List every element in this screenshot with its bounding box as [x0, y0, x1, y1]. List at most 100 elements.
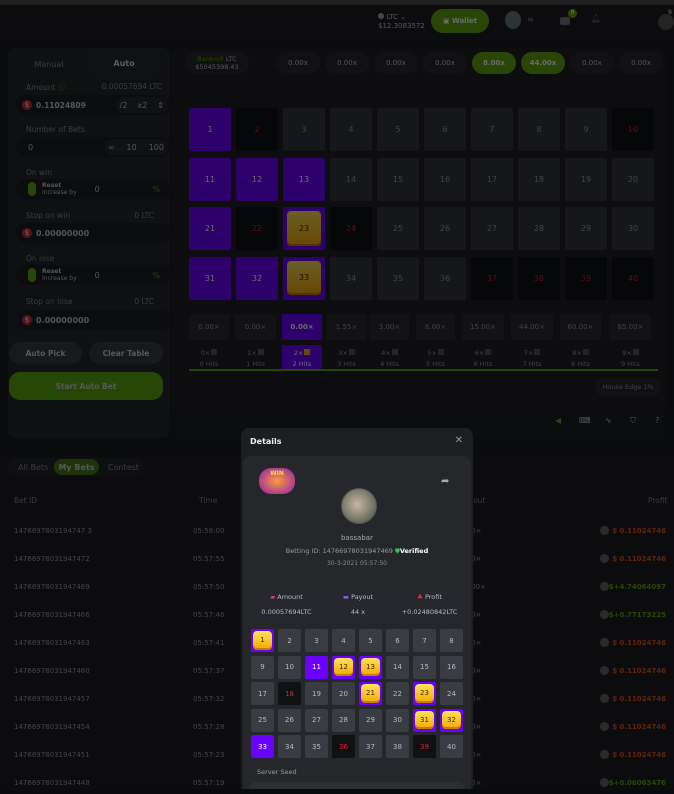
bet-settings-panel: Manual Auto Amount ⓘ 0.00057694 LTC $0.1… [8, 48, 170, 438]
number-tile[interactable]: 14 [330, 157, 372, 201]
payout-multiplier: 60.00× [560, 314, 601, 340]
number-tile[interactable]: 8 [518, 108, 560, 151]
auto-pick-button[interactable]: Auto Pick [9, 342, 82, 364]
number-tile[interactable]: 10 [612, 108, 654, 151]
number-tile[interactable]: 39 [565, 256, 607, 300]
tab-all-bets[interactable]: All Bets [18, 463, 49, 472]
balance-selector[interactable]: LTC ⌄ $12.3083572 [378, 13, 425, 30]
close-icon[interactable]: ✕ [454, 435, 463, 446]
reset-toggle[interactable] [28, 182, 36, 196]
number-tile[interactable]: 32 [236, 256, 278, 300]
half-button[interactable]: /2 [119, 100, 128, 110]
share-icon[interactable]: ➦ [441, 476, 450, 487]
number-tile[interactable]: 26 [424, 207, 466, 250]
bets-input[interactable]: 0 ∞ 10 100 [16, 137, 170, 157]
header: LTC ⌄ $12.3083572 ▣ Wallet ≡ 8 🔔︎ 9 [0, 5, 674, 43]
on-win-field[interactable]: Reset Increase by 0% [16, 179, 170, 199]
tab-contest[interactable]: Contest [108, 463, 139, 472]
bell-icon[interactable]: 🔔︎ [591, 14, 602, 23]
bet-id: 14766978031947463 [14, 639, 90, 647]
inbox-icon[interactable] [560, 17, 570, 25]
amount-input[interactable]: $0.11024809 /2 x2 ⇕ [16, 95, 170, 115]
number-tile[interactable]: 1 [189, 108, 231, 151]
result-tile: 27 [305, 708, 328, 732]
ltc-coin-icon [600, 610, 609, 619]
number-tile[interactable]: 4 [330, 108, 372, 151]
infinite-option[interactable]: ∞ [107, 142, 115, 152]
number-tile[interactable]: 27 [471, 207, 513, 250]
number-tile[interactable]: 38 [518, 256, 560, 300]
number-tile[interactable]: 13 [283, 157, 325, 201]
number-tile[interactable]: 28 [518, 207, 560, 250]
payout-multiplier: 0.00× [235, 314, 276, 340]
number-tile[interactable]: 21 [189, 207, 231, 250]
number-tile[interactable]: 16 [424, 157, 466, 201]
number-tile[interactable]: 40 [612, 256, 654, 300]
bet-id: 14766978031947457 [14, 695, 90, 703]
number-tile[interactable]: 29 [565, 207, 607, 250]
hits-key: 7× [523, 349, 534, 357]
start-auto-bet-button[interactable]: Start Auto Bet [9, 372, 163, 400]
number-tile[interactable]: 24 [330, 207, 372, 250]
number-tile[interactable]: 9 [565, 108, 607, 151]
number-tile[interactable]: 7 [471, 108, 513, 151]
help-icon[interactable]: ? [655, 416, 660, 425]
fairness-shield-icon[interactable]: ⛉ [630, 416, 636, 425]
keyboard-icon[interactable]: ⌨ [579, 416, 591, 425]
number-tile[interactable]: 15 [377, 157, 419, 201]
hits-column: 6× 6 Hits [462, 345, 504, 370]
ltc-coin-icon [600, 694, 609, 703]
tab-manual[interactable]: Manual [34, 59, 64, 69]
number-tile[interactable]: 23 [283, 207, 325, 250]
result-tile: 18 [278, 682, 301, 705]
number-tile[interactable]: 31 [189, 256, 231, 300]
double-button[interactable]: x2 [137, 100, 148, 110]
number-tile[interactable]: 22 [236, 207, 278, 250]
on-lose-value[interactable]: 0 [94, 270, 100, 280]
number-tile[interactable]: 36 [424, 256, 466, 300]
number-tile[interactable]: 12 [236, 157, 278, 201]
number-tile[interactable]: 34 [330, 256, 372, 300]
number-tile[interactable]: 35 [377, 256, 419, 300]
gem-icon: 1 [253, 631, 272, 650]
payout-multiplier: 3.00× [370, 314, 409, 340]
number-tile[interactable]: 2 [236, 108, 278, 151]
keno-board: Bankroll LTC $5045398.43 0.00x 0.00x 0.00x… [172, 48, 666, 438]
server-seed-field[interactable] [250, 782, 464, 789]
chat-icon[interactable] [658, 14, 674, 30]
number-tile[interactable]: 25 [377, 207, 419, 250]
hundred-option[interactable]: 100 [148, 142, 164, 152]
result-tile: 8 [440, 629, 463, 652]
sound-icon[interactable]: ◀ [555, 416, 562, 425]
reset-toggle[interactable] [28, 268, 36, 282]
tab-my-bets[interactable]: My Bets [54, 459, 99, 475]
stepper-icon[interactable]: ⇕ [157, 100, 164, 110]
stop-win-input[interactable]: $0.00000000 [16, 223, 170, 243]
number-tile[interactable]: 6 [424, 108, 466, 151]
number-tile[interactable]: 20 [612, 157, 654, 201]
number-tile[interactable]: 18 [518, 157, 560, 201]
stop-lose-input[interactable]: $0.00000000 [16, 310, 170, 330]
clear-table-button[interactable]: Clear Table [89, 342, 163, 364]
bet-id: 14766978031947466 [14, 611, 90, 619]
menu-icon[interactable]: ≡ [527, 15, 534, 24]
number-tile[interactable]: 19 [565, 157, 607, 201]
tab-auto[interactable]: Auto [86, 52, 162, 74]
on-win-value[interactable]: 0 [94, 184, 100, 194]
number-tile[interactable]: 3 [283, 108, 325, 151]
stop-win-label: Stop on win [26, 211, 71, 220]
number-tile[interactable]: 17 [471, 157, 513, 201]
bankroll-currency: LTC [225, 55, 237, 63]
number-tile[interactable]: 33 [283, 256, 325, 300]
on-lose-field[interactable]: Reset Increase by 0% [16, 265, 170, 285]
number-tile[interactable]: 5 [377, 108, 419, 151]
currency: LTC [386, 13, 398, 21]
stats-icon[interactable]: ∿ [605, 416, 612, 425]
avatar[interactable] [505, 11, 521, 29]
ten-option[interactable]: 10 [126, 142, 137, 152]
result-tile: 24 [440, 682, 463, 705]
number-tile[interactable]: 11 [189, 157, 231, 201]
number-tile[interactable]: 30 [612, 207, 654, 250]
number-tile[interactable]: 37 [471, 256, 513, 300]
wallet-button[interactable]: ▣ Wallet [431, 9, 489, 33]
